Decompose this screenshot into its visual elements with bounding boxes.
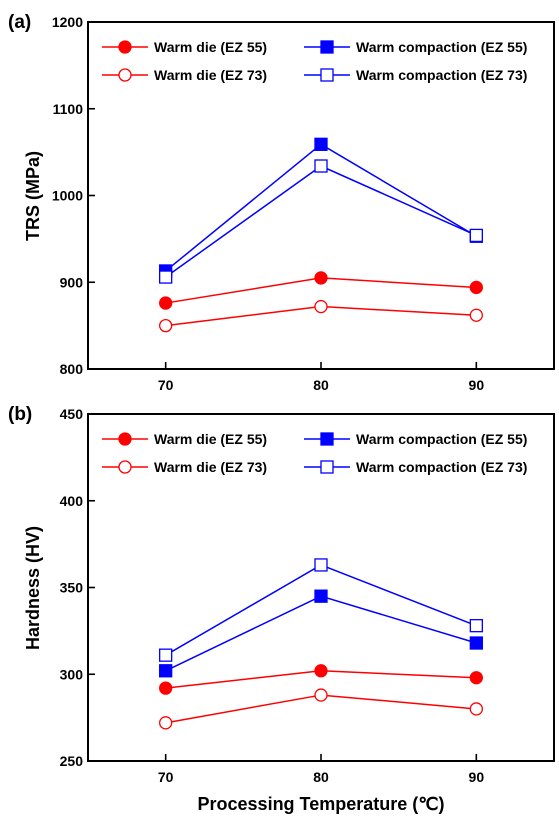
y-tick-label: 450: [60, 406, 84, 422]
y-tick-label: 1100: [53, 101, 84, 117]
data-point: [314, 589, 328, 603]
data-point: [159, 681, 173, 695]
legend-label: Warm die (EZ 55): [154, 431, 267, 447]
x-axis-label: Processing Temperature (℃): [198, 794, 445, 814]
data-point: [314, 558, 328, 572]
x-tick-label: 90: [469, 769, 485, 785]
data-point: [314, 137, 328, 151]
data-point: [469, 308, 483, 322]
series-line: [165, 165, 477, 278]
y-tick-label: 800: [60, 361, 84, 377]
data-point: [469, 619, 483, 633]
y-tick-label: 900: [60, 274, 84, 290]
legend-label: Warm compaction (EZ 73): [356, 459, 527, 475]
data-point: [314, 271, 328, 285]
panel-label-a: (a): [8, 12, 31, 33]
legend-marker: [118, 40, 132, 54]
data-point: [314, 159, 328, 173]
y-tick-label: 350: [60, 580, 84, 596]
legend-label: Warm die (EZ 73): [154, 459, 267, 475]
legend-marker: [118, 432, 132, 446]
legend-marker: [320, 40, 334, 54]
data-point: [159, 318, 173, 333]
data-point: [159, 664, 173, 678]
legend-label: Warm die (EZ 55): [154, 39, 267, 55]
legend-marker: [320, 68, 334, 82]
data-point: [469, 702, 483, 716]
x-tick-label: 70: [158, 377, 174, 393]
legend-marker: [320, 460, 334, 474]
data-point: [159, 716, 173, 730]
x-tick-label: 70: [158, 769, 174, 785]
x-tick-label: 90: [469, 377, 485, 393]
y-axis-label-b: Hardness (HV): [23, 526, 43, 650]
legend-label: Warm die (EZ 73): [154, 67, 267, 83]
y-tick-label: 1000: [52, 188, 83, 204]
series-line: [165, 564, 477, 656]
y-axis-label-a: TRS (MPa): [23, 151, 43, 241]
y-tick-label: 250: [60, 753, 84, 769]
data-point: [314, 688, 328, 702]
legend-label: Warm compaction (EZ 55): [356, 39, 527, 55]
chart-panel-b: (b) Hardness (HV) Processing Temperature…: [8, 404, 555, 814]
legend-label: Warm compaction (EZ 55): [356, 431, 527, 447]
legend-label: Warm compaction (EZ 73): [356, 67, 527, 83]
x-tick-label: 80: [313, 377, 329, 393]
y-tick-label: 300: [60, 666, 84, 682]
data-point: [469, 228, 483, 243]
data-point: [469, 636, 483, 650]
legend-marker: [320, 432, 334, 446]
legend-marker: [118, 68, 132, 82]
data-point: [469, 280, 483, 295]
data-point: [314, 664, 328, 678]
data-point: [159, 270, 173, 284]
y-tick-label: 1200: [52, 14, 83, 30]
y-tick-label: 400: [60, 493, 84, 509]
data-point: [314, 299, 328, 314]
legend-marker: [118, 460, 132, 474]
data-point: [159, 296, 173, 310]
x-tick-label: 80: [313, 769, 329, 785]
data-point: [159, 648, 173, 662]
data-point: [469, 671, 483, 685]
panel-label-b: (b): [8, 404, 32, 425]
chart-panel-a: (a) TRS (MPa) 800 900 1000 1100 1200 70 80 90 W…: [8, 12, 555, 393]
